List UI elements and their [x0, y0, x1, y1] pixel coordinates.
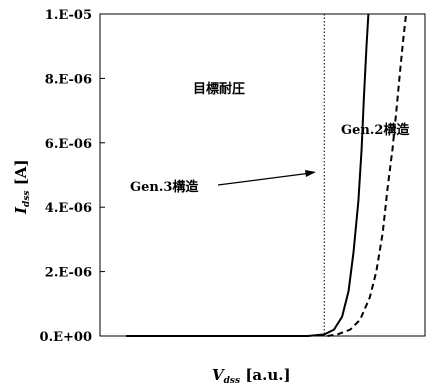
y-tick-label: 2.E-06: [45, 266, 92, 281]
y-tick-label: 8.E-06: [45, 72, 92, 87]
y-tick-label: 6.E-06: [45, 137, 92, 152]
gen3-annotation-arrow: [217, 172, 312, 186]
target-voltage-label: 目標耐圧: [193, 81, 245, 97]
gen3-arrow-head: [305, 170, 316, 177]
gen3-annotation-label: Gen.3構造: [130, 179, 199, 195]
x-axis-title: Vdss [a.u.]: [212, 366, 291, 386]
y-tick-label: 0.E+00: [40, 330, 92, 345]
series-group: [126, 13, 408, 337]
gen2-annotation-label: Gen.2構造: [341, 122, 410, 138]
series-line-gen2: [327, 13, 408, 337]
y-tick-label: 4.E-06: [45, 201, 92, 216]
y-axis-title: Idss [A]: [12, 159, 32, 215]
y-tick-label: 1.E-05: [45, 8, 92, 23]
series-line-gen3: [126, 13, 370, 337]
plot-area: [99, 13, 426, 337]
y-axis: 0.E+00 2.E-06 4.E-06 6.E-06 8.E-06 1.E-05: [40, 8, 105, 345]
